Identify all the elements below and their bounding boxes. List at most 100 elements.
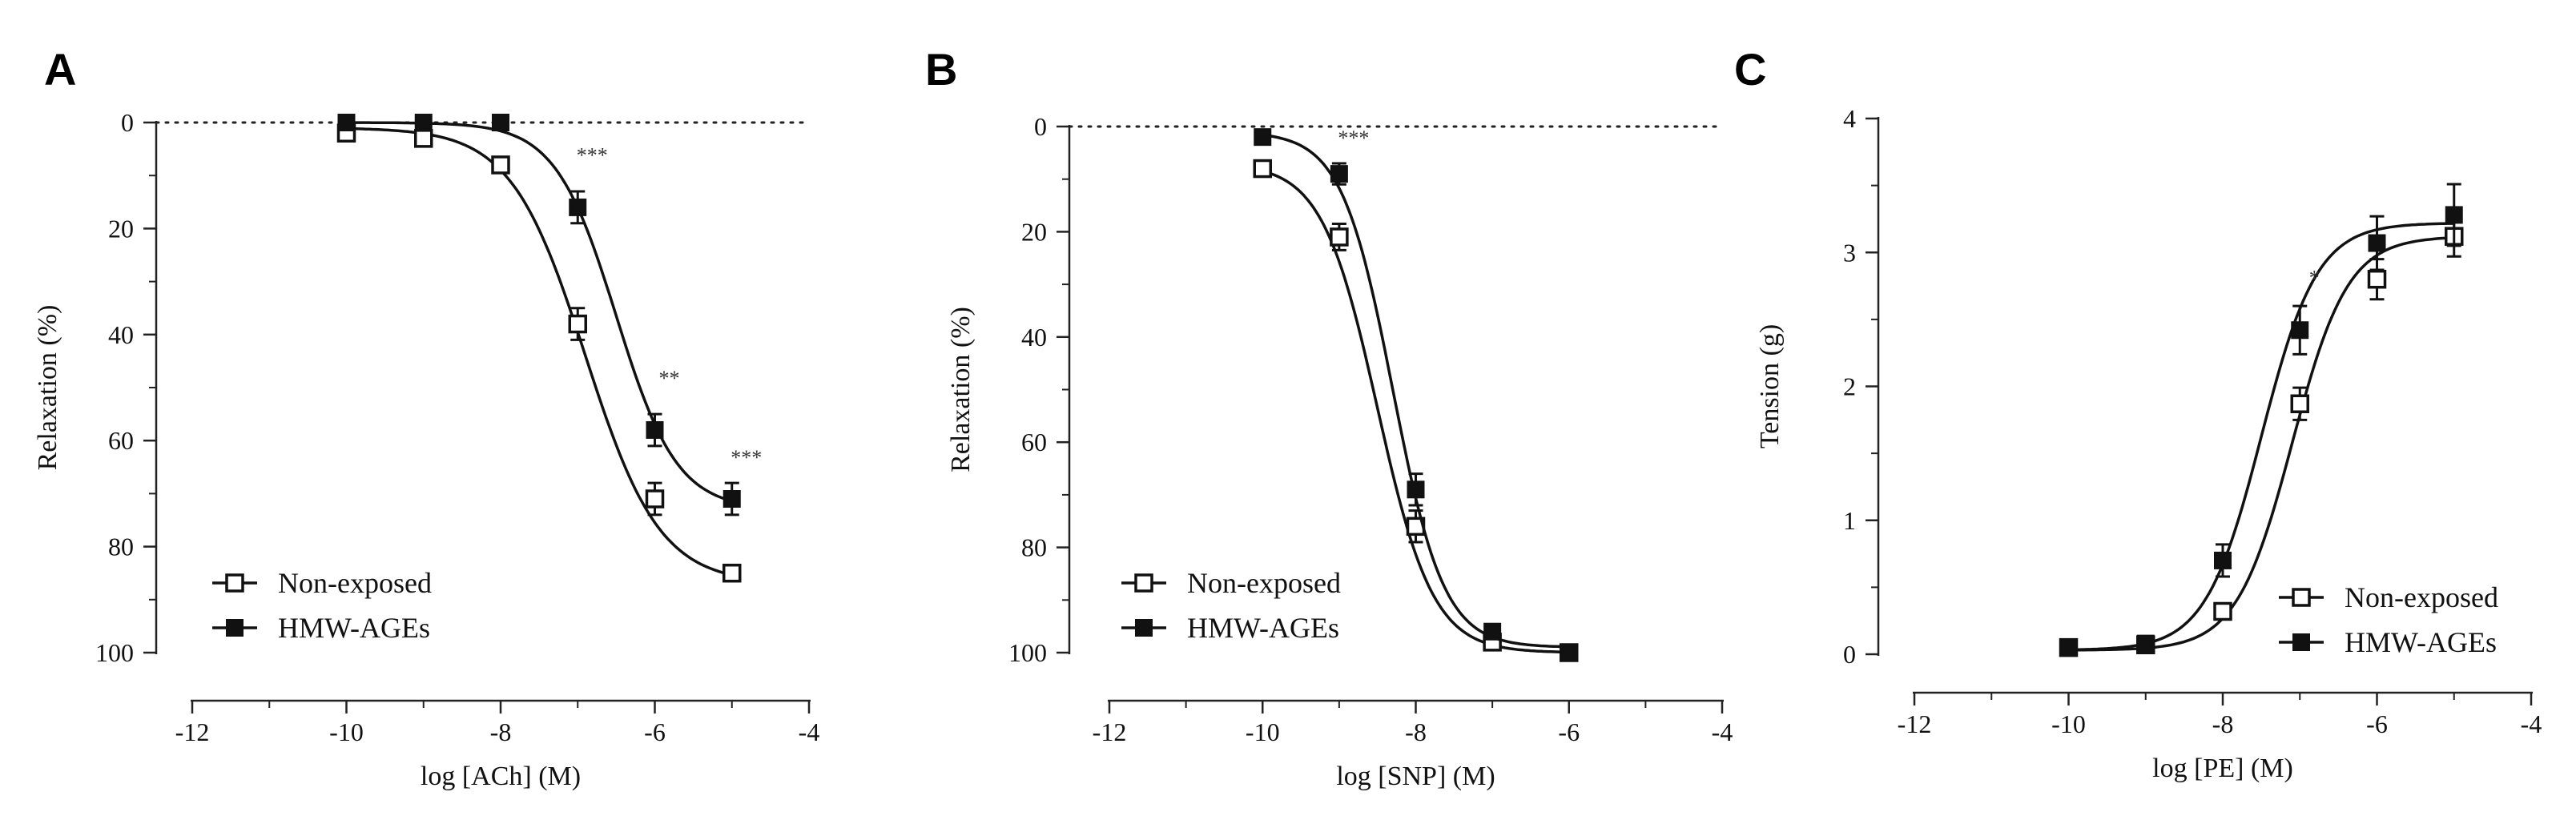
panel-b-non-exposed-fit-curve xyxy=(1262,169,1569,654)
panel-c-non-exposed-point xyxy=(2367,269,2387,289)
panel-c-legend-hmw-ages-label: HMW-AGEs xyxy=(2345,626,2497,658)
panel-a-significance-mark: *** xyxy=(577,144,608,167)
panel-b-x-tick-label: -4 xyxy=(1712,718,1733,746)
panel-c-hmw-ages-point xyxy=(2214,551,2232,569)
panel-b-y-tick-label: 20 xyxy=(1021,217,1047,246)
panel-a-hmw-ages-point xyxy=(492,114,509,131)
panel-b-x-axis-title: log [SNP] (M) xyxy=(1336,762,1495,791)
panel-c-letter: C xyxy=(1734,44,1766,94)
panel-b-y-tick-label: 100 xyxy=(1008,638,1047,667)
panel-b-letter: B xyxy=(925,44,957,94)
panel-c-y-tick-label: 3 xyxy=(1843,238,1856,267)
panel-c-x-tick-label: -10 xyxy=(2051,709,2086,738)
panel-b-x-tick-label: -10 xyxy=(1246,718,1280,746)
panel-a: A 0 20 40 60 80 100 Relaxation (%) -12 -10 -8 -6 -4… xyxy=(33,44,819,791)
panel-c-non-exposed-point xyxy=(2213,601,2232,621)
panel-a-y-tick-label: 40 xyxy=(108,320,134,349)
panel-a-non-exposed-point xyxy=(568,314,587,334)
panel-a-hmw-ages-point xyxy=(337,114,356,131)
panel-b-y-tick-label: 40 xyxy=(1021,323,1047,352)
panel-c-legend: Non-exposed HMW-AGEs xyxy=(2279,581,2498,658)
panel-c-hmw-ages-point xyxy=(2291,321,2309,340)
panel-a-hmw-ages-fit-curve xyxy=(346,121,733,503)
panel-b-y-tick-label: 60 xyxy=(1021,428,1047,456)
panel-b: B 0 20 40 60 80 100 Relaxation (%) -12 -10 -8 -6 -4… xyxy=(925,44,1733,791)
panel-b-y-tick-label: 0 xyxy=(1034,112,1047,141)
panel-a-letter: A xyxy=(44,44,76,94)
panel-a-hmw-ages-point xyxy=(414,114,433,131)
panel-b-legend-hmw-ages-marker xyxy=(1135,619,1153,637)
panel-b-y-axis-title: Relaxation (%) xyxy=(946,307,976,472)
panel-b-non-exposed-point xyxy=(1253,159,1272,179)
panel-a-y-tick-label: 60 xyxy=(108,426,134,455)
panel-b-x-tick-label: -6 xyxy=(1558,718,1580,746)
panel-c-y-tick-label: 4 xyxy=(1843,104,1856,133)
panel-a-hmw-ages-point xyxy=(722,490,741,508)
panel-b-non-exposed-point xyxy=(1330,227,1349,247)
panel-a-non-exposed-fit-curve xyxy=(346,127,733,577)
panel-a-x-tick-label: -10 xyxy=(329,718,364,746)
panel-a-significance-mark: *** xyxy=(731,446,762,469)
panel-a-x-tick-label: -6 xyxy=(644,718,666,746)
panel-c-legend-hmw-ages-marker xyxy=(2292,633,2310,651)
panel-b-hmw-ages-point xyxy=(1254,128,1272,147)
panel-b-hmw-ages-point xyxy=(1483,622,1502,641)
panel-c-hmw-ages-point xyxy=(2059,638,2078,657)
panel-c-legend-non-exposed-marker xyxy=(2292,588,2311,607)
panel-c: C 0 1 2 3 4 Tension (g) -12 -10 -8 -6 -4 log [PE] (… xyxy=(1734,44,2542,783)
panel-a-legend: Non-exposed HMW-AGEs xyxy=(212,567,432,644)
panel-a-x-axis-title: log [ACh] (M) xyxy=(421,762,581,791)
panel-c-y-tick-label: 2 xyxy=(1843,372,1856,401)
panel-a-hmw-ages-point xyxy=(569,198,587,216)
panel-c-x-axis-title: log [PE] (M) xyxy=(2152,754,2293,783)
panel-c-x-tick-label: -6 xyxy=(2366,709,2388,738)
panel-a-non-exposed-point xyxy=(414,129,433,148)
panel-a-x-tick-label: -12 xyxy=(175,718,210,746)
panel-b-hmw-ages-point xyxy=(1560,644,1578,661)
panel-a-chart: 0 20 40 60 80 100 Relaxation (%) -12 -10 -8 -6 -4 lo… xyxy=(33,108,819,791)
panel-c-hmw-ages-fit-curve xyxy=(2068,222,2454,652)
panel-c-significance-mark: * xyxy=(2309,266,2320,289)
panel-b-legend: Non-exposed HMW-AGEs xyxy=(1121,567,1341,644)
panel-c-chart: 0 1 2 3 4 Tension (g) -12 -10 -8 -6 -4 log [PE] (M)… xyxy=(1755,104,2542,783)
panel-c-non-exposed-point xyxy=(2290,394,2309,413)
panel-a-non-exposed-point xyxy=(722,563,742,583)
panel-c-hmw-ages-point xyxy=(2445,206,2463,224)
panel-a-legend-non-exposed-label: Non-exposed xyxy=(278,567,432,599)
panel-c-hmw-ages-point xyxy=(2136,634,2155,653)
panel-a-hmw-ages-point xyxy=(646,420,664,439)
panel-c-non-exposed-fit-curve xyxy=(2068,235,2454,652)
panel-b-hmw-ages-point xyxy=(1407,480,1425,499)
panel-c-y-tick-label: 0 xyxy=(1843,640,1856,669)
panel-b-chart: 0 20 40 60 80 100 Relaxation (%) -12 -10 -8 -6 -4 lo… xyxy=(946,112,1733,791)
panel-a-non-exposed-point xyxy=(645,489,665,508)
panel-c-y-tick-label: 1 xyxy=(1843,506,1856,535)
panel-a-legend-hmw-ages-marker xyxy=(226,619,244,637)
panel-a-y-tick-label: 80 xyxy=(108,533,134,561)
panel-b-legend-non-exposed-label: Non-exposed xyxy=(1187,567,1341,599)
panel-b-significance-mark: *** xyxy=(1338,127,1369,150)
panel-a-non-exposed-point xyxy=(491,155,510,175)
panel-a-y-tick-label: 100 xyxy=(95,638,134,667)
panel-c-x-tick-label: -12 xyxy=(1898,709,1932,738)
panel-a-x-tick-label: -4 xyxy=(799,718,820,746)
panel-b-hmw-ages-point xyxy=(1330,165,1348,183)
panel-c-y-axis-title: Tension (g) xyxy=(1755,324,1785,448)
panel-b-x-tick-label: -8 xyxy=(1405,718,1427,746)
panel-a-y-axis-title: Relaxation (%) xyxy=(33,305,62,471)
panel-b-legend-non-exposed-marker xyxy=(1134,573,1153,593)
panel-a-legend-hmw-ages-label: HMW-AGEs xyxy=(278,612,430,644)
panel-a-y-tick-label: 20 xyxy=(108,214,134,243)
panel-c-legend-non-exposed-label: Non-exposed xyxy=(2345,581,2498,613)
panel-c-x-tick-label: -4 xyxy=(2521,709,2542,738)
panel-b-y-tick-label: 80 xyxy=(1021,533,1047,562)
panel-c-hmw-ages-point xyxy=(2368,234,2386,252)
panel-c-x-tick-label: -8 xyxy=(2212,709,2234,738)
panel-b-legend-hmw-ages-label: HMW-AGEs xyxy=(1187,612,1339,644)
panel-a-y-tick-label: 0 xyxy=(121,108,134,137)
panel-a-legend-non-exposed-marker xyxy=(225,573,244,593)
panel-a-significance-mark: ** xyxy=(659,367,680,390)
panel-b-x-tick-label: -12 xyxy=(1093,718,1127,746)
panel-a-x-tick-label: -8 xyxy=(490,718,512,746)
